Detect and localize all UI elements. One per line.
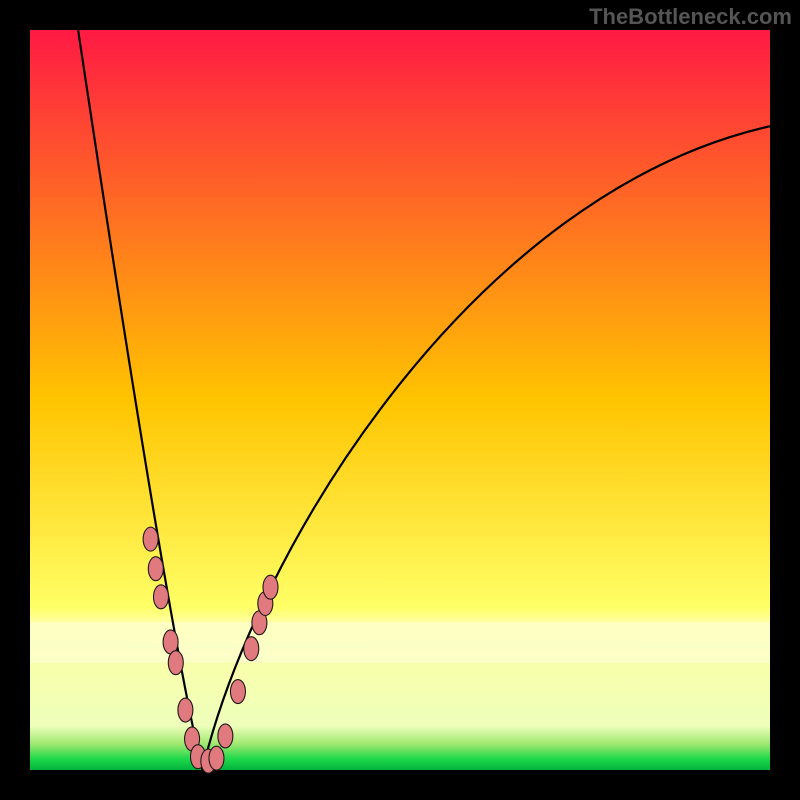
- data-marker: [218, 724, 233, 748]
- data-marker: [168, 651, 183, 675]
- data-marker: [230, 680, 245, 704]
- chart-container: { "canvas": { "width": 800, "height": 80…: [0, 0, 800, 800]
- watermark-text: TheBottleneck.com: [589, 4, 792, 30]
- data-marker: [244, 637, 259, 661]
- data-marker: [153, 585, 168, 609]
- bottleneck-chart-svg: [0, 0, 800, 800]
- data-marker: [209, 746, 224, 770]
- data-marker: [148, 557, 163, 581]
- highlight-strip: [30, 622, 770, 663]
- data-marker: [178, 698, 193, 722]
- data-marker: [143, 527, 158, 551]
- data-marker: [263, 575, 278, 599]
